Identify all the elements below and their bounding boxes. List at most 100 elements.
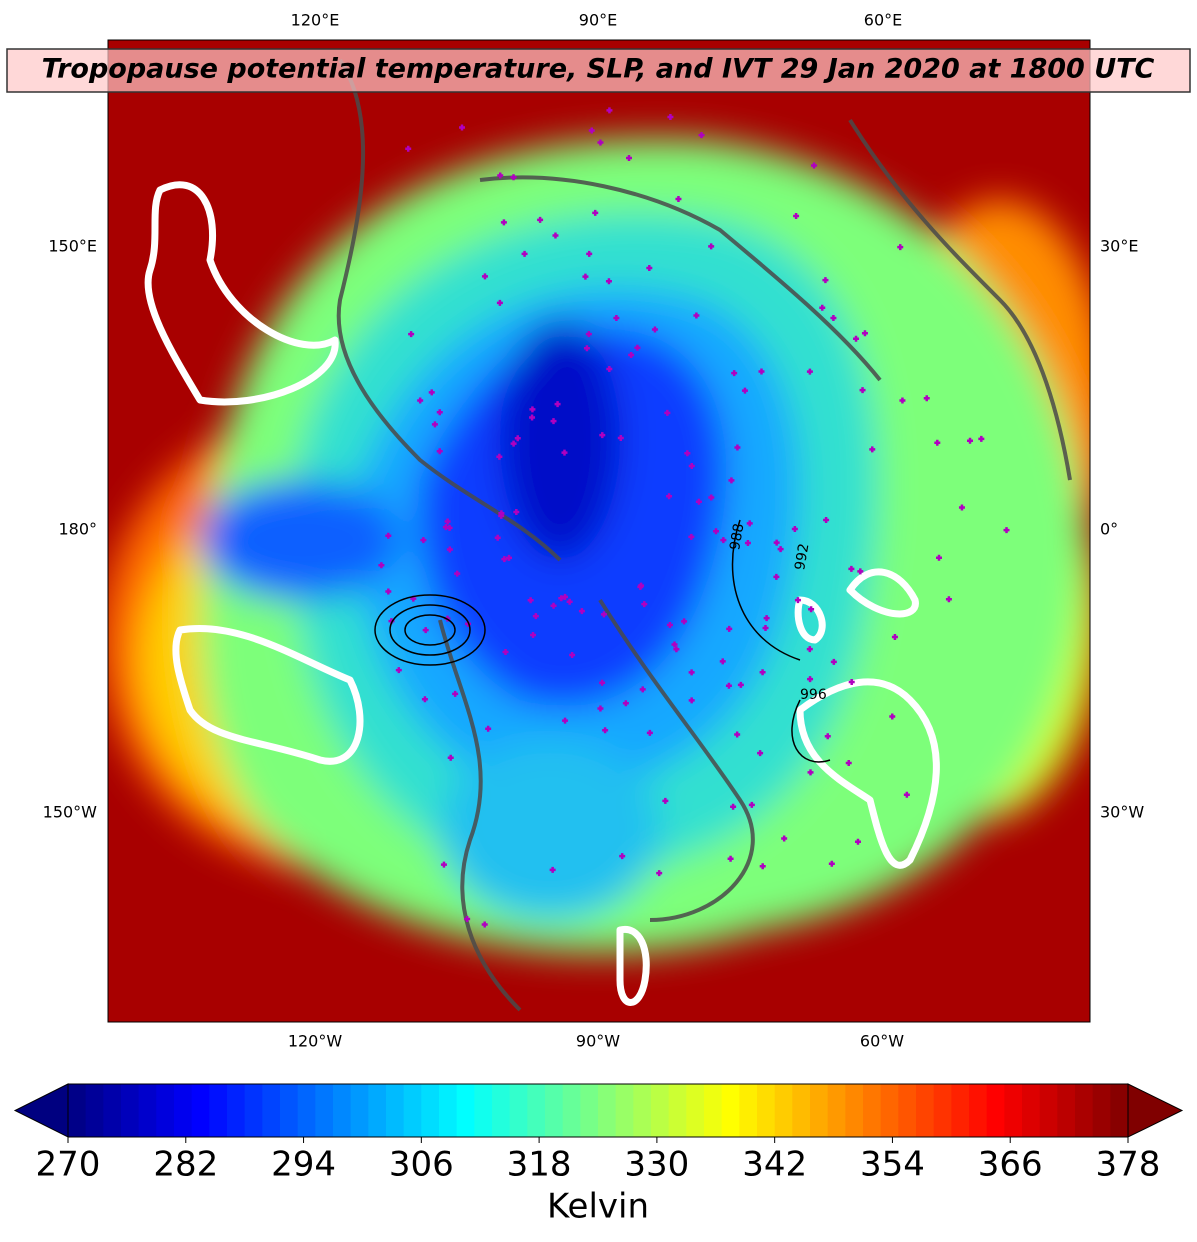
colorbar-cell [633,1084,652,1137]
station-marker [726,625,733,632]
station-marker [452,690,459,697]
station-marker [734,444,741,451]
colorbar-cell [880,1084,899,1137]
station-marker [496,453,503,460]
colorbar-cell [845,1084,864,1137]
lon-label: 60°E [864,11,902,30]
colorbar-cell [916,1084,935,1137]
station-marker [828,860,835,867]
colorbar-cell [527,1084,546,1137]
station-marker [502,649,509,656]
lon-label: 0° [1100,520,1118,539]
station-marker [762,625,769,632]
station-marker [527,597,534,604]
colorbar-cell [774,1084,793,1137]
station-marker [848,565,855,572]
station-marker [625,154,632,161]
station-marker [934,439,941,446]
station-marker [757,750,764,757]
colorbar-label: Kelvin [547,1187,649,1227]
station-marker [530,632,537,639]
colorbar-cell [1092,1084,1111,1137]
station-marker [725,682,732,689]
station-marker [582,273,589,280]
station-marker [811,162,818,169]
station-marker [494,534,501,541]
colorbar: 270 282 294 306 318 330 342 354 366 378 [13,1083,1184,1185]
station-marker [688,697,695,704]
colorbar-tick-label: 294 [271,1145,336,1185]
colorbar-cell [951,1084,970,1137]
station-marker [741,387,748,394]
colorbar-cell [933,1084,952,1137]
colorbar-cell [686,1084,705,1137]
station-marker [819,304,826,311]
title: Tropopause potential temperature, SLP, a… [42,54,1155,85]
station-marker [773,573,780,580]
station-marker [597,705,604,712]
colorbar-tick-label: 306 [389,1145,454,1185]
station-marker [578,608,585,615]
colorbar-extend [13,1083,69,1138]
station-marker [744,540,751,547]
station-marker [824,733,831,740]
station-marker [720,537,727,544]
station-marker [440,861,447,868]
colorbar-cell [333,1084,352,1137]
colorbar-cell [651,1084,670,1137]
station-marker [923,395,930,402]
station-marker [666,493,673,500]
coastlines [336,58,1072,1012]
station-marker [889,713,896,720]
station-marker [586,250,593,257]
station-marker [583,345,590,352]
station-marker [500,219,507,226]
station-marker [602,727,609,734]
station-marker [688,462,695,469]
colorbar-cell [350,1084,369,1137]
station-marker [823,517,830,524]
station-marker [1003,527,1010,534]
colorbar-tick-label: 342 [742,1145,807,1185]
station-marker [496,299,503,306]
colorbar-tick-label: 330 [624,1145,689,1185]
colorbar-cell [68,1084,87,1137]
colorbar-cell [739,1084,758,1137]
colorbar-tick-label: 354 [860,1145,925,1185]
colorbar-cell [209,1084,228,1137]
station-marker [405,145,412,152]
station-marker [600,611,607,618]
station-marker [585,331,592,338]
station-marker [978,435,985,442]
station-marker [646,729,653,736]
station-marker [684,450,691,457]
colorbar-cell [421,1084,440,1137]
station-marker [442,524,449,531]
station-marker [641,601,648,608]
station-marker [646,265,653,272]
colorbar-cell [863,1084,882,1137]
station-marker [708,494,715,501]
station-marker [529,406,536,413]
station-marker [562,593,569,600]
station-marker [903,791,910,798]
station-marker [606,107,613,114]
station-marker [628,352,635,359]
colorbar-extend [1127,1083,1184,1138]
station-marker [758,368,765,375]
colorbar-cell [492,1084,511,1137]
station-marker [793,212,800,219]
station-marker [861,330,868,337]
station-marker [606,365,613,372]
station-marker [420,537,427,544]
station-marker [599,679,606,686]
station-marker [510,174,517,181]
station-marker [592,209,599,216]
colorbar-cell [598,1084,617,1137]
station-marker [728,477,735,484]
station-marker [639,686,646,693]
colorbar-cell [580,1084,599,1137]
station-marker [808,606,815,613]
station-marker [622,700,629,707]
station-marker [899,397,906,404]
